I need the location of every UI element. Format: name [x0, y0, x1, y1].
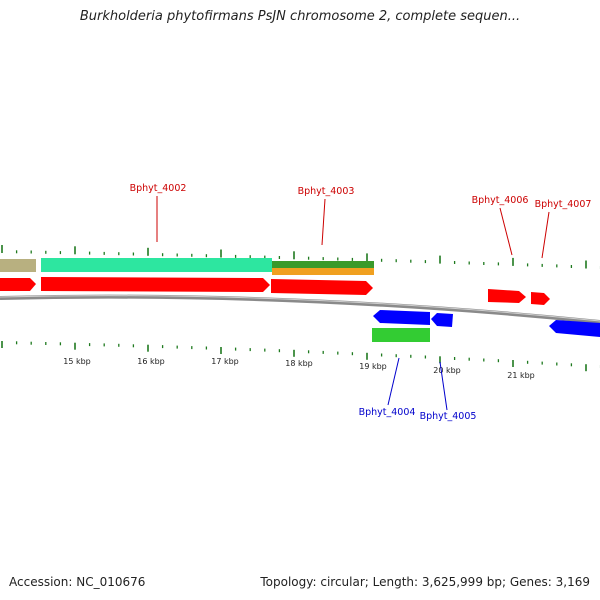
scale-label: 16 kbp — [137, 357, 165, 366]
gene-label[interactable]: Bphyt_4006 — [472, 195, 529, 206]
scale-label: 19 kbp — [359, 362, 387, 371]
scale-label: 17 kbp — [211, 357, 239, 366]
gene-labels: Bphyt_4002 Bphyt_4003 Bphyt_4006 Bphyt_4007… — [130, 183, 592, 422]
genome-backbone-highlight — [0, 295, 600, 322]
gene-bphyt-4007[interactable] — [531, 292, 550, 305]
label-leader-line — [321, 198, 326, 246]
accession-label: Accession: NC_010676 — [9, 575, 146, 589]
feature-tan[interactable] — [0, 259, 36, 272]
feature-teal[interactable] — [41, 258, 272, 272]
gene-label[interactable]: Bphyt_4005 — [420, 411, 477, 422]
gene-label[interactable]: Bphyt_4004 — [359, 407, 416, 418]
forward-gene-track — [0, 277, 550, 305]
label-leader-line — [439, 361, 448, 411]
inner-tick-ring — [1, 341, 600, 372]
scale-label: 21 kbp — [507, 371, 535, 380]
outer-tick-ring — [1, 245, 600, 269]
genome-backbone — [0, 294, 600, 324]
label-leader-line — [387, 357, 400, 406]
reverse-gene-track — [372, 310, 600, 342]
gene-bphyt-4004[interactable] — [373, 310, 430, 325]
gene-bphyt-4005[interactable] — [431, 313, 453, 327]
gene-bphyt-4002[interactable] — [41, 277, 270, 292]
gene-bphyt-4003[interactable] — [271, 279, 373, 295]
gene-label[interactable]: Bphyt_4007 — [535, 199, 592, 210]
gene-bphyt-4006[interactable] — [488, 289, 526, 303]
scale-label: 20 kbp — [433, 366, 461, 375]
label-leader-line — [541, 211, 550, 259]
label-leader-line — [499, 207, 513, 256]
scale-label: 18 kbp — [285, 359, 313, 368]
scale-labels: 15 kbp 16 kbp 17 kbp 18 kbp 19 kbp 20 kbp 21 k… — [63, 357, 535, 380]
gene-label[interactable]: Bphyt_4003 — [298, 186, 355, 197]
feature-orange[interactable] — [272, 268, 374, 275]
feature-track — [0, 258, 374, 275]
feature-dark-green[interactable] — [272, 261, 374, 268]
sequence-summary: Topology: circular; Length: 3,625,999 bp… — [260, 575, 590, 589]
map-title: Burkholderia phytofirmans PsJN chromosom… — [79, 9, 521, 24]
cds-bphyt-4004[interactable] — [372, 328, 430, 342]
gene-label[interactable]: Bphyt_4002 — [130, 183, 187, 194]
gene-reverse-right[interactable] — [549, 320, 600, 337]
gene-forward-left[interactable] — [0, 278, 36, 291]
scale-label: 15 kbp — [63, 357, 91, 366]
